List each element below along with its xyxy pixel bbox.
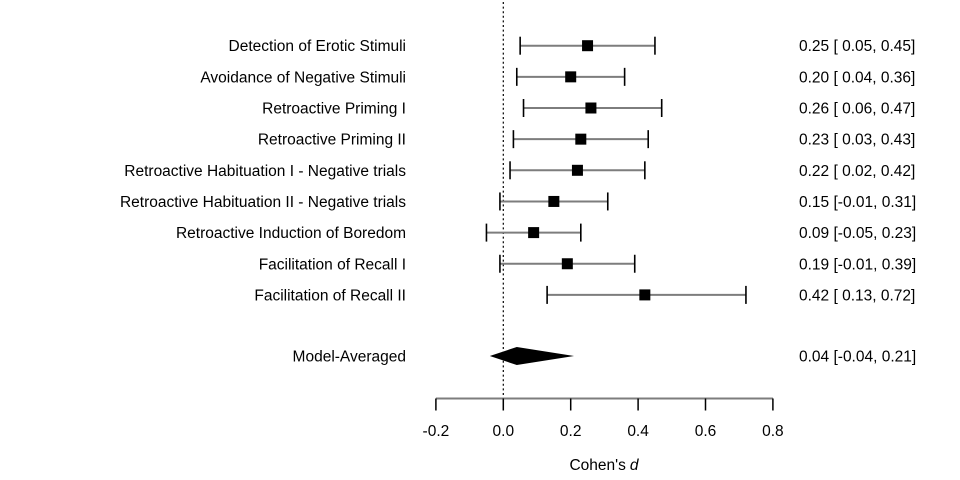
study-label: Retroactive Priming II (258, 132, 406, 149)
effect-size-marker (571, 164, 583, 176)
x-axis-tick-label: 0.0 (493, 423, 515, 440)
study-row: Retroactive Priming II 0.23 [ 0.03, 0.43] (258, 130, 915, 149)
summary-label: Model-Averaged (293, 349, 406, 366)
study-row: Avoidance of Negative Stimuli 0.20 [ 0.04… (200, 67, 915, 86)
effect-size-marker (528, 227, 540, 239)
study-label: Avoidance of Negative Stimuli (200, 69, 406, 86)
study-row: Retroactive Priming I 0.26 [ 0.06, 0.47] (262, 99, 915, 118)
study-row: Detection of Erotic Stimuli 0.25 [ 0.05, … (229, 36, 915, 55)
study-estimate-annotation: 0.09 [-0.05, 0.23] (799, 225, 916, 242)
x-axis-title-prefix: Cohen's (569, 457, 626, 474)
effect-size-marker (561, 258, 573, 270)
x-axis-tick-label: -0.2 (423, 423, 450, 440)
x-axis-title: Cohen's d (569, 457, 639, 474)
study-estimate-annotation: 0.42 [ 0.13, 0.72] (799, 287, 915, 304)
study-estimate-annotation: 0.23 [ 0.03, 0.43] (799, 132, 915, 149)
summary-estimate-annotation: 0.04 [-0.04, 0.21] (799, 349, 916, 366)
study-row: Facilitation of Recall II 0.42 [ 0.13, 0.… (254, 285, 915, 304)
study-label: Facilitation of Recall I (259, 256, 406, 273)
study-label: Retroactive Habituation II - Negative tr… (120, 194, 406, 211)
effect-size-marker (585, 102, 597, 114)
study-row: Facilitation of Recall I 0.19 [-0.01, 0.3… (259, 254, 916, 273)
effect-size-marker (565, 71, 577, 83)
x-axis-tick-label: 0.6 (695, 423, 717, 440)
plot-layer: Detection of Erotic Stimuli 0.25 [ 0.05, … (120, 2, 916, 440)
study-estimate-annotation: 0.25 [ 0.05, 0.45] (799, 38, 915, 55)
effect-size-marker (582, 40, 594, 52)
study-row: Retroactive Induction of Boredom 0.09 [-0… (176, 223, 916, 242)
summary-diamond (489, 347, 575, 365)
study-estimate-annotation: 0.22 [ 0.02, 0.42] (799, 163, 915, 180)
study-estimate-annotation: 0.19 [-0.01, 0.39] (799, 256, 916, 273)
x-axis-title-symbol: d (630, 457, 640, 474)
x-axis: -0.2 0.0 0.2 0.4 0.6 0.8 (423, 397, 784, 440)
x-axis-tick-label: 0.2 (560, 423, 582, 440)
x-axis-tick-label: 0.4 (627, 423, 649, 440)
study-estimate-annotation: 0.26 [ 0.06, 0.47] (799, 101, 915, 118)
study-label: Detection of Erotic Stimuli (229, 38, 406, 55)
study-label: Retroactive Induction of Boredom (176, 225, 406, 242)
effect-size-marker (548, 195, 560, 207)
study-estimate-annotation: 0.15 [-0.01, 0.31] (799, 194, 916, 211)
summary-row: Model-Averaged 0.04 [-0.04, 0.21] (293, 347, 916, 366)
effect-size-marker (575, 133, 587, 145)
study-row: Retroactive Habituation II - Negative tr… (120, 192, 916, 211)
study-estimate-annotation: 0.20 [ 0.04, 0.36] (799, 69, 915, 86)
study-row: Retroactive Habituation I - Negative tri… (124, 161, 915, 180)
study-label: Retroactive Habituation I - Negative tri… (124, 163, 406, 180)
study-label: Facilitation of Recall II (254, 287, 406, 304)
x-axis-tick-label: 0.8 (762, 423, 784, 440)
study-label: Retroactive Priming I (262, 101, 406, 118)
effect-size-marker (639, 289, 651, 301)
